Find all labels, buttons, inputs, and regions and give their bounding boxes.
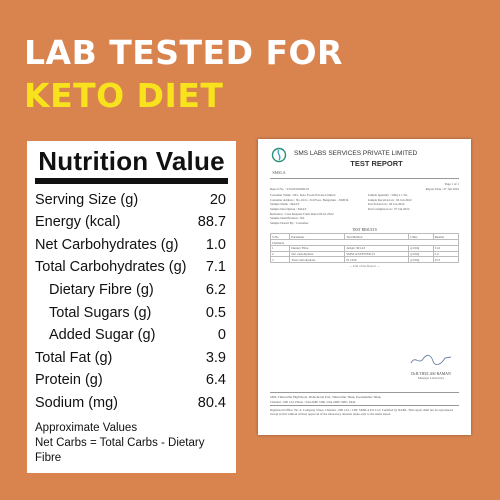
results-title: TEST RESULTS bbox=[352, 228, 377, 233]
divider bbox=[270, 405, 459, 407]
end-of-report: --- End of the Report --- bbox=[349, 264, 380, 269]
meta-line: Sample Name : MALT bbox=[270, 202, 300, 207]
lab-logo-text: SMSLA bbox=[272, 170, 286, 175]
report-meta: Customer Name : M/s. Keto Foods Private … bbox=[270, 193, 459, 225]
signatory-role: Manager Laboratory bbox=[417, 376, 445, 380]
signatory-name: Dr.R.THULASI RAMAN bbox=[411, 372, 451, 376]
nutrition-row: Net Carbohydrates (g) 1.0 bbox=[35, 234, 228, 257]
nutrition-label: Sodium (mg) bbox=[35, 394, 118, 411]
nutrition-value: 0 bbox=[217, 327, 226, 344]
results-table: S.No Parameter Test Method Units Results… bbox=[269, 233, 460, 264]
nutrition-value: 0.5 bbox=[205, 304, 226, 321]
page-number: Page 1 of 1 bbox=[444, 182, 459, 186]
nutrition-title: Nutrition Value bbox=[35, 147, 228, 184]
nutrition-label: Total Carbohydrates (g) bbox=[35, 259, 187, 276]
nutrition-row: Sodium (mg) 80.4 bbox=[35, 392, 228, 415]
table-cell: 3 bbox=[269, 256, 291, 264]
nutrition-value: 20 bbox=[209, 191, 226, 208]
address-line: Chennai - 600 124. Phone : 044-2680 7466… bbox=[270, 399, 356, 404]
nutrition-row: Serving Size (g) 20 bbox=[35, 189, 228, 212]
footnote-net-carbs: Net Carbs = Total Carbs - Dietary Fibre bbox=[35, 436, 205, 464]
legal-text: Registered Office: No. 9, Company Street… bbox=[270, 408, 453, 417]
divider bbox=[270, 392, 459, 393]
nutrition-label: Total Sugars (g) bbox=[49, 304, 152, 321]
lab-logo-icon bbox=[271, 147, 287, 163]
report-footer: SMS, Thiruvallur High Road, Puducherrai … bbox=[270, 391, 459, 416]
nutrition-value: 7.1 bbox=[205, 259, 226, 276]
report-header: SMSLA SMS LABS SERVICES PRIVATE LIMITED … bbox=[270, 147, 459, 175]
lab-logo: SMSLA bbox=[270, 147, 288, 175]
nutrition-label: Net Carbohydrates (g) bbox=[35, 236, 179, 253]
nutrition-value: 1.0 bbox=[205, 236, 226, 253]
test-report-document: SMSLA SMS LABS SERVICES PRIVATE LIMITED … bbox=[258, 139, 471, 435]
meta-line: Sample Received on : 04 Jan 2022 bbox=[367, 197, 412, 202]
table-row: 2 Net carbohydrate SMSLA/STP/NTR/13 g/10… bbox=[269, 250, 460, 258]
company-name: SMS LABS SERVICES PRIVATE LIMITED bbox=[294, 150, 418, 157]
nutrition-row: Energy (kcal) 88.7 bbox=[35, 211, 228, 234]
headline-line-2: KETO DIET bbox=[24, 76, 224, 115]
nutrition-value: 3.9 bbox=[205, 349, 226, 366]
nutrition-panel: Nutrition Value Serving Size (g) 20 Ener… bbox=[27, 141, 236, 473]
divider bbox=[270, 178, 459, 179]
nutrition-label: Dietary Fibre (g) bbox=[49, 281, 154, 298]
headline: LAB TESTED FOR KETO DIET bbox=[24, 36, 343, 112]
nutrition-row: Protein (g) 6.4 bbox=[35, 369, 228, 392]
meta-line: Test Completed on : 07 Jan 2022 bbox=[367, 206, 410, 211]
nutrition-label: Energy (kcal) bbox=[35, 214, 121, 231]
signature-icon bbox=[410, 354, 452, 365]
nutrition-value: 88.7 bbox=[197, 214, 226, 231]
meta-line: Customer Name : M/s. Keto Foods Private … bbox=[270, 193, 336, 198]
address-line: SMS, Thiruvallur High Road, Puducherrai … bbox=[270, 395, 382, 399]
meta-line: Sample Drawn By : Customer bbox=[270, 220, 309, 225]
table-cell: 5.0 bbox=[432, 250, 460, 258]
footnote-approx: Approximate Values bbox=[35, 421, 138, 434]
nutrition-footnote: Approximate Values Net Carbs = Total Car… bbox=[35, 421, 228, 466]
table-cell: Total carbohydrate bbox=[289, 256, 346, 264]
signature-block: Dr.R.THULASI RAMAN Manager Laboratory bbox=[409, 353, 453, 380]
meta-line: Sample Identification : NA bbox=[270, 216, 305, 221]
report-title: TEST REPORT bbox=[350, 159, 403, 168]
table-row: 3 Total carbohydrate IS 1656 g/100g 35.5 bbox=[269, 256, 460, 264]
nutrition-value: 6.2 bbox=[205, 281, 226, 298]
nutrition-value: 80.4 bbox=[197, 394, 226, 411]
nutrition-value: 6.4 bbox=[205, 372, 226, 389]
meta-line: Reference : Cust Request Form Dated 02.0… bbox=[270, 211, 334, 216]
nutrition-label: Serving Size (g) bbox=[35, 191, 139, 208]
meta-line: Customer Address : No.16/11, 3rd Floor, … bbox=[270, 197, 349, 202]
report-id-row: Report No. : TX220100400-01 Report Date … bbox=[270, 187, 459, 192]
meta-line: Test Started on : 04 Jan 2022 bbox=[367, 202, 405, 207]
nutrition-row: Added Sugar (g) 0 bbox=[35, 324, 228, 347]
meta-line: Sample Quantity : 500g x 1 No bbox=[367, 193, 408, 198]
report-date: Report Date : 07 Jan 2022 bbox=[425, 186, 459, 191]
nutrition-label: Total Fat (g) bbox=[35, 349, 113, 366]
table-cell: IS 1656 bbox=[344, 256, 410, 264]
table-cell: g/100g bbox=[408, 256, 434, 264]
report-number: Report No. : TX220100400-01 bbox=[270, 186, 310, 191]
nutrition-label: Added Sugar (g) bbox=[49, 327, 156, 344]
table-cell: 35.5 bbox=[432, 256, 460, 264]
nutrition-row: Total Carbohydrates (g) 7.1 bbox=[35, 256, 228, 279]
headline-line-1: LAB TESTED FOR bbox=[24, 33, 343, 72]
nutrition-row: Total Sugars (g) 0.5 bbox=[35, 302, 228, 325]
nutrition-label: Protein (g) bbox=[35, 372, 103, 389]
meta-line: Sample Description : MALT bbox=[270, 206, 307, 211]
nutrition-row: Dietary Fibre (g) 6.2 bbox=[35, 279, 228, 302]
nutrition-row: Total Fat (g) 3.9 bbox=[35, 347, 228, 370]
table-cell: 2 bbox=[269, 250, 291, 258]
